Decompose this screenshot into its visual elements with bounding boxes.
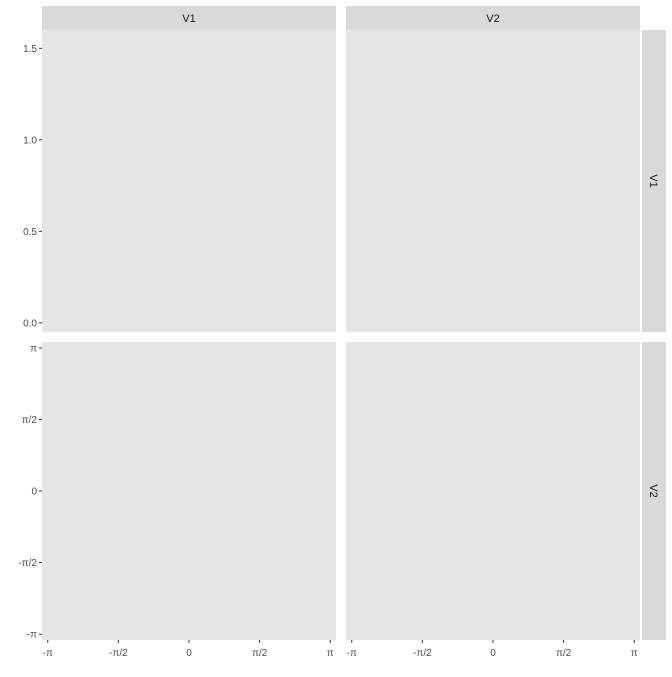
column-strip-V1 <box>42 6 336 30</box>
row-strip-V2 <box>642 342 666 640</box>
row-strip-V1 <box>642 30 666 332</box>
y-tick-label: 0.5 <box>23 227 37 238</box>
x-tick-label: 0 <box>490 648 496 659</box>
strips-layer: V1 V2 V1 V2 <box>42 6 666 640</box>
panel-background <box>42 30 336 332</box>
y-tick-label: -π <box>27 630 37 641</box>
x-tick-label: π/2 <box>556 648 572 659</box>
y-tick-label: π <box>30 343 37 354</box>
x-tick-label: -π/2 <box>413 648 432 659</box>
axes-layer: 0.0 0.5 1.0 1.5 -π -π/2 0 π/2 π -π -π/2 0 π/2 π -π -π/2… <box>18 44 637 659</box>
x-tick-label: 0 <box>186 648 192 659</box>
x-tick-label: π/2 <box>252 648 268 659</box>
row-strip-label: V2 <box>647 484 659 497</box>
y-tick-label: 1.5 <box>23 44 37 55</box>
y-tick-label: 0 <box>31 487 37 498</box>
y-tick-label: 0.0 <box>23 318 37 329</box>
panel-background <box>346 30 640 332</box>
x-tick-label: -π <box>347 648 357 659</box>
x-tick-label: π <box>327 648 334 659</box>
panel-background <box>42 342 336 640</box>
y-tick-label: π/2 <box>22 415 38 426</box>
y-tick-label: 1.0 <box>23 135 37 146</box>
column-strip-V2 <box>346 6 640 30</box>
y-tick-label: -π/2 <box>18 558 37 569</box>
row-strip-label: V1 <box>647 174 659 187</box>
x-tick-label: -π <box>43 648 53 659</box>
column-strip-label: V2 <box>486 13 499 25</box>
panels-layer: 0.520.92 <box>42 30 640 640</box>
x-tick-label: π <box>631 648 638 659</box>
panel-background <box>346 342 640 640</box>
column-strip-label: V1 <box>182 13 195 25</box>
x-tick-label: -π/2 <box>109 648 128 659</box>
